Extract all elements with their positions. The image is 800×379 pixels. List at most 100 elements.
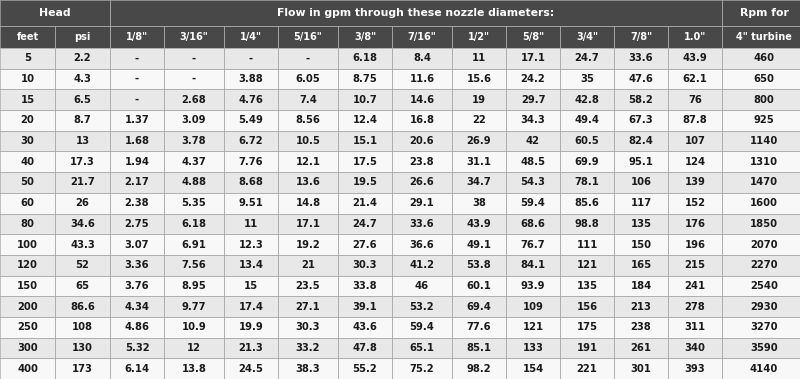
- Text: 139: 139: [685, 177, 706, 188]
- Bar: [278, 358, 338, 379]
- Bar: [55, 255, 110, 276]
- Text: 30.3: 30.3: [296, 322, 320, 332]
- Bar: [55, 276, 110, 296]
- Bar: [722, 338, 800, 358]
- Text: 49.1: 49.1: [466, 240, 491, 249]
- Text: 84.1: 84.1: [521, 260, 546, 270]
- Text: 24.7: 24.7: [353, 219, 378, 229]
- Text: 20.6: 20.6: [410, 136, 434, 146]
- Bar: [668, 69, 722, 89]
- Text: 261: 261: [630, 343, 651, 353]
- Bar: [164, 193, 224, 213]
- Bar: [164, 317, 224, 338]
- Bar: [278, 48, 338, 69]
- Bar: [506, 89, 560, 110]
- Bar: [560, 172, 614, 193]
- Text: 14.6: 14.6: [410, 95, 434, 105]
- Text: 33.2: 33.2: [296, 343, 320, 353]
- Text: -: -: [306, 53, 310, 63]
- Bar: [560, 152, 614, 172]
- Bar: [278, 317, 338, 338]
- Text: 60.5: 60.5: [574, 136, 599, 146]
- Text: 7.4: 7.4: [299, 95, 317, 105]
- Bar: [506, 276, 560, 296]
- Text: 250: 250: [17, 322, 38, 332]
- Text: 124: 124: [685, 157, 706, 167]
- Text: 49.4: 49.4: [574, 116, 599, 125]
- Bar: [392, 131, 452, 152]
- Bar: [110, 255, 164, 276]
- Bar: [560, 110, 614, 131]
- Text: 41.2: 41.2: [410, 260, 434, 270]
- Bar: [338, 110, 392, 131]
- Bar: [560, 338, 614, 358]
- Text: 6.5: 6.5: [74, 95, 91, 105]
- Text: 6.91: 6.91: [182, 240, 206, 249]
- Text: Rpm for: Rpm for: [739, 8, 789, 18]
- Text: 5/16": 5/16": [294, 32, 322, 42]
- Bar: [110, 296, 164, 317]
- Bar: [506, 26, 560, 48]
- Bar: [452, 276, 506, 296]
- Bar: [722, 317, 800, 338]
- Bar: [392, 48, 452, 69]
- Text: 24.2: 24.2: [521, 74, 546, 84]
- Bar: [164, 152, 224, 172]
- Bar: [452, 48, 506, 69]
- Text: 11: 11: [244, 219, 258, 229]
- Text: 184: 184: [630, 281, 652, 291]
- Bar: [452, 89, 506, 110]
- Bar: [506, 193, 560, 213]
- Bar: [164, 296, 224, 317]
- Bar: [110, 338, 164, 358]
- Bar: [338, 317, 392, 338]
- Bar: [392, 152, 452, 172]
- Text: 15: 15: [244, 281, 258, 291]
- Text: 1850: 1850: [750, 219, 778, 229]
- Bar: [278, 338, 338, 358]
- Bar: [338, 193, 392, 213]
- Bar: [722, 152, 800, 172]
- Text: 3590: 3590: [750, 343, 778, 353]
- Text: 17.3: 17.3: [70, 157, 95, 167]
- Text: 36.6: 36.6: [410, 240, 434, 249]
- Text: 34.6: 34.6: [70, 219, 95, 229]
- Bar: [278, 131, 338, 152]
- Text: 5/8": 5/8": [522, 32, 544, 42]
- Bar: [338, 152, 392, 172]
- Bar: [722, 255, 800, 276]
- Bar: [338, 172, 392, 193]
- Bar: [278, 213, 338, 234]
- Text: 85.6: 85.6: [574, 198, 599, 208]
- Text: 300: 300: [17, 343, 38, 353]
- Bar: [506, 110, 560, 131]
- Bar: [278, 110, 338, 131]
- Text: 215: 215: [685, 260, 706, 270]
- Bar: [452, 110, 506, 131]
- Bar: [392, 26, 452, 48]
- Bar: [110, 0, 722, 26]
- Text: 19: 19: [472, 95, 486, 105]
- Bar: [452, 193, 506, 213]
- Bar: [338, 48, 392, 69]
- Bar: [614, 276, 668, 296]
- Bar: [110, 193, 164, 213]
- Bar: [560, 48, 614, 69]
- Text: 68.6: 68.6: [521, 219, 546, 229]
- Bar: [452, 317, 506, 338]
- Text: 11.6: 11.6: [410, 74, 434, 84]
- Bar: [668, 234, 722, 255]
- Text: 54.3: 54.3: [521, 177, 546, 188]
- Bar: [668, 89, 722, 110]
- Bar: [0, 131, 55, 152]
- Text: psi: psi: [74, 32, 90, 42]
- Text: 2.17: 2.17: [125, 177, 150, 188]
- Text: feet: feet: [17, 32, 38, 42]
- Text: 75.2: 75.2: [410, 364, 434, 374]
- Text: 111: 111: [576, 240, 598, 249]
- Text: 4.37: 4.37: [182, 157, 206, 167]
- Text: 3.76: 3.76: [125, 281, 150, 291]
- Text: 21.7: 21.7: [70, 177, 95, 188]
- Bar: [110, 89, 164, 110]
- Bar: [224, 213, 278, 234]
